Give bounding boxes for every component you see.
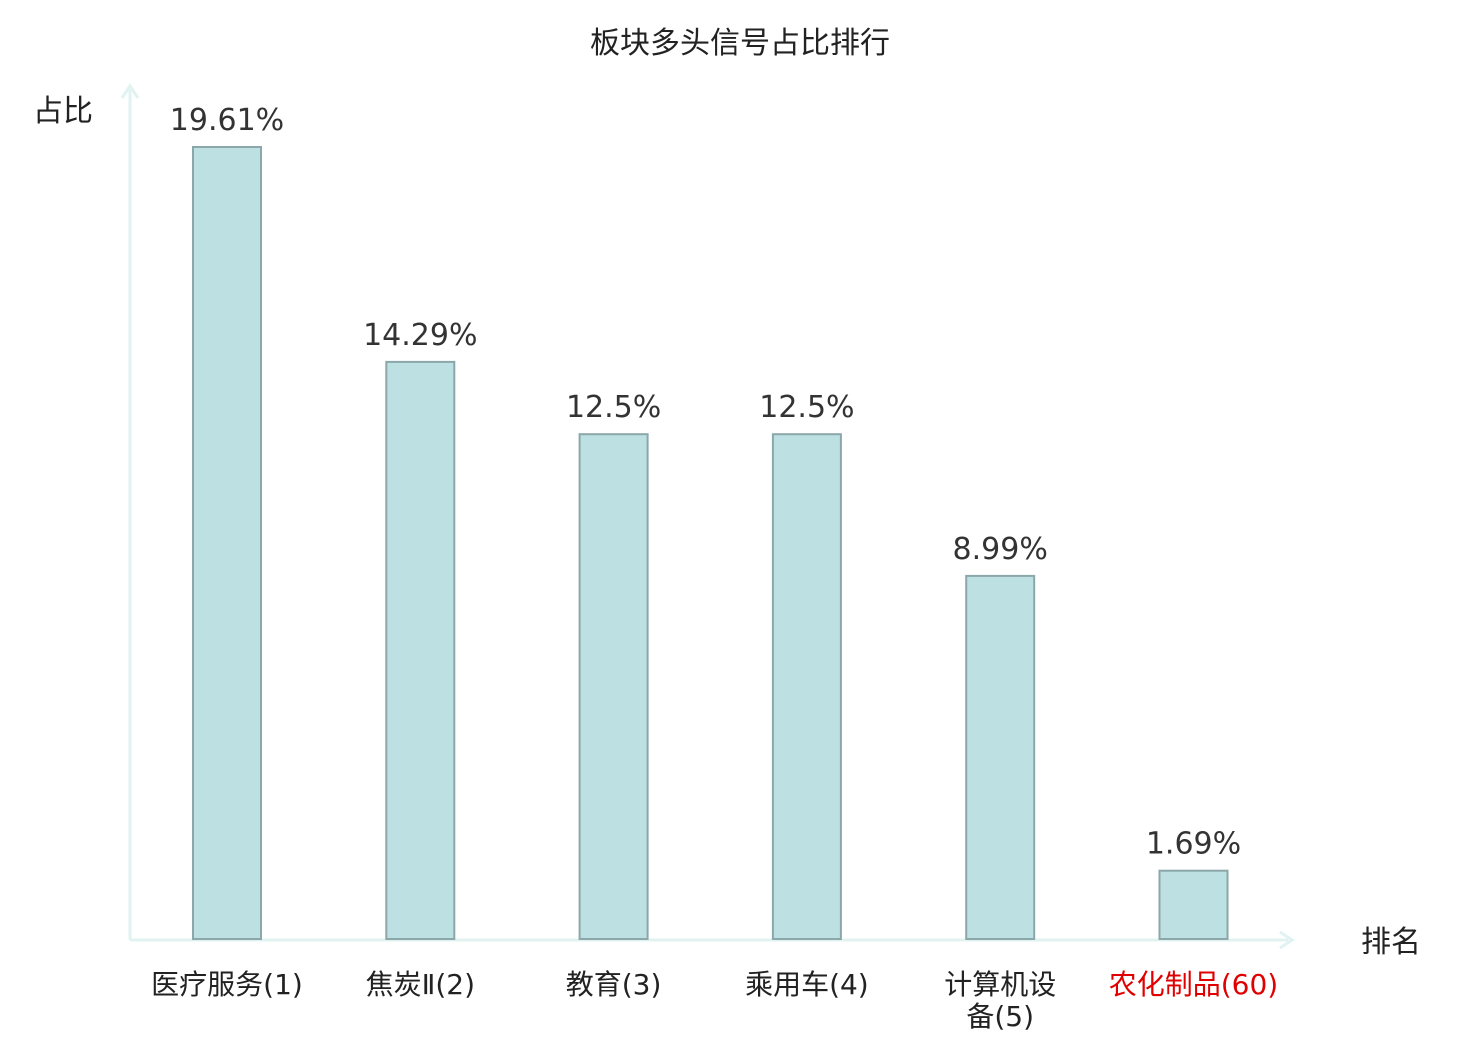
category-label-2: 教育(3) (566, 968, 662, 1001)
bar-1 (385, 360, 456, 940)
chart-title: 板块多头信号占比排行 (590, 26, 890, 61)
x-axis-label: 排名 (1361, 925, 1421, 960)
category-label-0: 医疗服务(1) (151, 968, 303, 1001)
value-labels-group: 19.61% 14.29% 12.5% 12.5% 8.99% 1.69% (170, 103, 1241, 862)
category-label-line: 计算机设 (944, 968, 1056, 1001)
category-label-line: 医疗服务(1) (151, 968, 303, 1001)
category-labels-group: 医疗服务(1) 焦炭Ⅱ(2) 教育(3) 乘用车(4) 计算机设备(5) 农化制品(60) (151, 968, 1278, 1033)
y-axis-label: 占比 (33, 94, 93, 129)
bar-0 (192, 146, 262, 940)
bar-5 (1158, 869, 1229, 941)
category-label-line: 焦炭Ⅱ(2) (366, 968, 475, 1001)
value-label-5: 1.69% (1146, 827, 1241, 862)
bars-group (192, 146, 1229, 941)
category-label-4: 计算机设备(5) (944, 968, 1056, 1033)
bar-2 (578, 433, 649, 940)
value-label-1: 14.29% (363, 318, 477, 353)
category-label-line: 农化制品(60) (1109, 968, 1278, 1001)
bar-3 (771, 433, 842, 940)
value-label-2: 12.5% (566, 390, 661, 425)
category-label-5: 农化制品(60) (1109, 968, 1278, 1001)
category-label-line: 备(5) (966, 1000, 1034, 1033)
category-label-3: 乘用车(4) (745, 968, 869, 1001)
category-label-1: 焦炭Ⅱ(2) (366, 968, 475, 1001)
value-label-4: 8.99% (953, 532, 1048, 567)
category-label-line: 教育(3) (566, 968, 662, 1001)
value-label-3: 12.5% (759, 390, 854, 425)
bar-4 (965, 574, 1036, 941)
value-label-0: 19.61% (170, 103, 284, 138)
category-label-line: 乘用车(4) (745, 968, 869, 1001)
